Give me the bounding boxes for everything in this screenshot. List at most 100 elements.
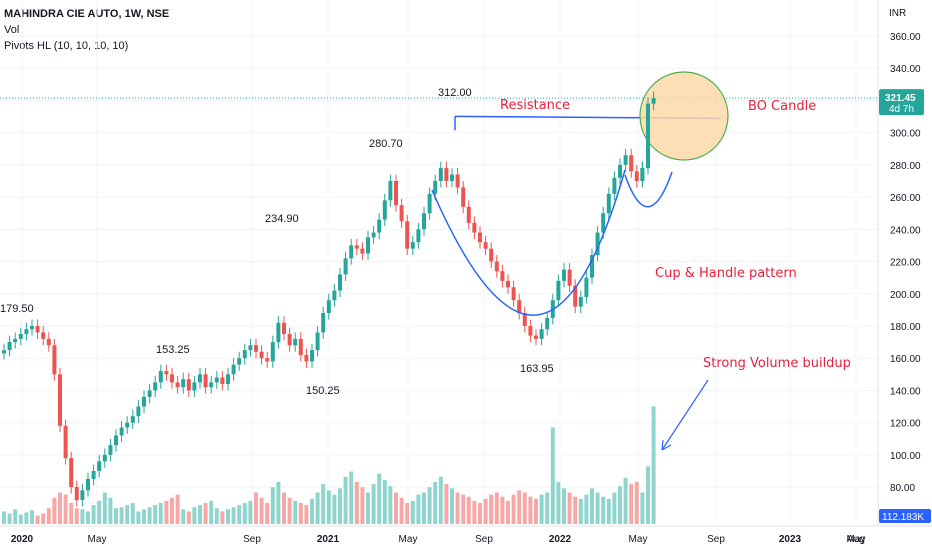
y-tick-label: 240.00 bbox=[890, 225, 921, 236]
volume-bar bbox=[461, 494, 466, 524]
breakout-highlight-circle bbox=[639, 71, 729, 161]
volume-bar bbox=[377, 473, 382, 524]
volume-bar bbox=[534, 498, 538, 524]
candle-body bbox=[646, 103, 650, 169]
volume-bar bbox=[416, 494, 421, 524]
y-tick-label: 100.00 bbox=[890, 451, 921, 462]
candle-body bbox=[461, 187, 466, 207]
candle-body bbox=[623, 155, 628, 165]
volume-bar bbox=[567, 492, 572, 524]
volume-bar bbox=[366, 492, 370, 524]
x-tick-label: Sep bbox=[243, 534, 261, 545]
candle-body bbox=[534, 335, 538, 339]
volume-bar bbox=[590, 488, 594, 524]
candle-body bbox=[265, 358, 270, 362]
x-tick-label: May bbox=[399, 534, 418, 545]
candle-body bbox=[618, 164, 622, 178]
y-tick-label: 260.00 bbox=[890, 193, 921, 204]
candle-body bbox=[231, 364, 236, 375]
volume-bar bbox=[438, 476, 443, 524]
volume-bar bbox=[293, 500, 298, 524]
volume-bar bbox=[209, 500, 214, 524]
volume-bar bbox=[399, 497, 404, 524]
volume-bar bbox=[332, 494, 337, 524]
volume-bar bbox=[41, 513, 46, 524]
candle-body bbox=[13, 338, 18, 343]
candle-body bbox=[382, 200, 387, 220]
volume-bar bbox=[606, 498, 611, 524]
candle-body bbox=[466, 206, 471, 223]
pivot-label: 153.25 bbox=[156, 344, 190, 356]
volume-bar bbox=[394, 492, 398, 524]
volume-bar bbox=[618, 486, 622, 524]
annotation-bo-candle: BO Candle bbox=[748, 99, 816, 114]
candle-body bbox=[158, 371, 163, 383]
candle-body bbox=[298, 338, 303, 355]
candle-body bbox=[136, 406, 141, 417]
candle-body bbox=[304, 354, 309, 362]
candle-body bbox=[41, 332, 46, 339]
candle-body bbox=[91, 470, 96, 480]
volume-bar bbox=[102, 492, 107, 524]
volume-bar bbox=[522, 492, 527, 524]
volume-bar bbox=[74, 508, 79, 524]
volume-bar bbox=[147, 507, 152, 524]
volume-bar bbox=[63, 494, 68, 524]
candle-body bbox=[2, 350, 6, 354]
volume-bar bbox=[427, 487, 432, 524]
candle-body bbox=[651, 98, 656, 104]
candle-body bbox=[58, 374, 62, 426]
candle-body bbox=[444, 168, 449, 181]
volume-bar bbox=[7, 513, 12, 524]
volume-bar bbox=[584, 494, 589, 524]
candle-body bbox=[69, 458, 74, 488]
volume-bar bbox=[360, 487, 365, 524]
x-tick-label: 2022 bbox=[549, 534, 572, 545]
x-tick-label: 2023 bbox=[779, 534, 802, 545]
candle-body bbox=[254, 345, 258, 352]
volume-bar bbox=[528, 496, 533, 524]
volume-bar bbox=[287, 497, 292, 524]
volume-bar bbox=[30, 510, 34, 524]
candle-body bbox=[371, 232, 376, 238]
y-tick-label: 140.00 bbox=[890, 386, 921, 397]
volume-bar bbox=[343, 476, 348, 524]
volume-indicator-label[interactable]: Vol bbox=[4, 24, 20, 36]
volume-bar bbox=[136, 511, 141, 524]
volume-bar bbox=[153, 505, 158, 524]
volume-bar bbox=[119, 507, 124, 524]
candle-body bbox=[522, 313, 527, 326]
candle-body bbox=[282, 322, 286, 335]
candle-body bbox=[237, 358, 242, 365]
candle-body bbox=[142, 396, 146, 407]
candle-body bbox=[539, 329, 544, 339]
candle-body bbox=[338, 274, 342, 291]
candle-body bbox=[108, 445, 113, 455]
candle-body bbox=[192, 382, 197, 391]
volume-bar bbox=[545, 492, 550, 524]
volume-bar bbox=[506, 500, 510, 524]
candle-body bbox=[629, 155, 634, 172]
volume-bar bbox=[433, 482, 438, 524]
volume-bar bbox=[35, 515, 40, 524]
volume-bar bbox=[646, 466, 650, 524]
volume-bar bbox=[52, 497, 57, 524]
candle-body bbox=[399, 205, 404, 222]
y-tick-label: 280.00 bbox=[890, 161, 921, 172]
volume-bar bbox=[388, 486, 393, 524]
volume-bar bbox=[371, 484, 376, 524]
volume-bar bbox=[562, 488, 566, 524]
volume-bar bbox=[80, 509, 85, 524]
volume-bar bbox=[192, 507, 197, 524]
handle-curve bbox=[624, 171, 673, 208]
x-tick-label: Sep bbox=[707, 534, 725, 545]
volume-bar bbox=[91, 505, 96, 524]
y-tick-label: 300.00 bbox=[890, 129, 921, 140]
volume-bar bbox=[125, 505, 130, 524]
candle-body bbox=[293, 338, 298, 346]
volume-bar bbox=[315, 492, 320, 524]
candle-body bbox=[315, 332, 320, 351]
volume-bar bbox=[2, 511, 6, 524]
candle-body bbox=[528, 325, 533, 336]
